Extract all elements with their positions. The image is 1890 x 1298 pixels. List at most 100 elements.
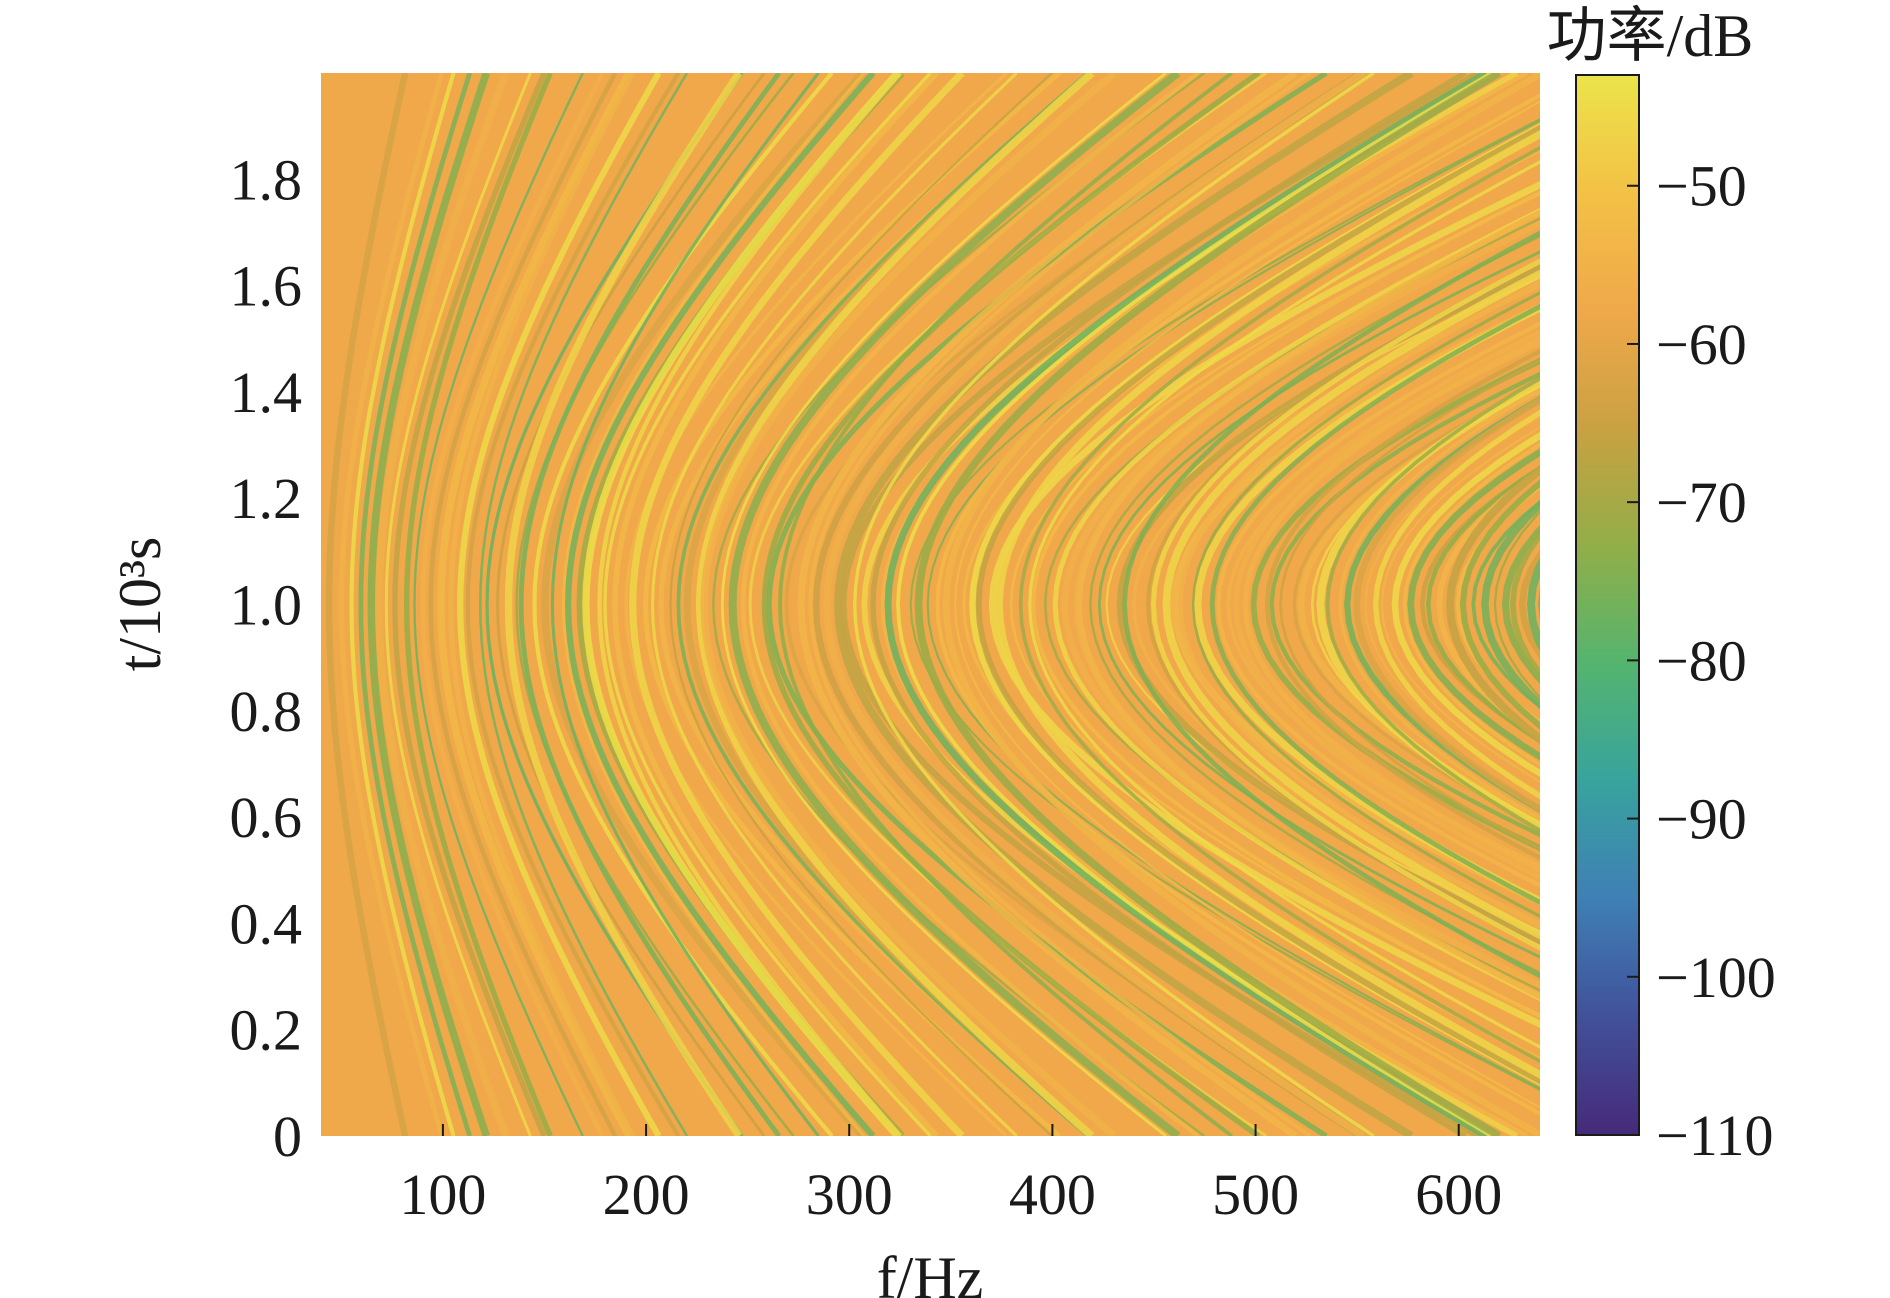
stripe [1493, 510, 1540, 699]
stripe [1242, 335, 1540, 874]
stripe [1316, 378, 1540, 831]
stripe [1372, 409, 1540, 800]
stripe [852, 73, 1375, 1136]
stripe [338, 73, 445, 1136]
stripe [740, 73, 1200, 1136]
stripe [935, 93, 1540, 1116]
stripe [1344, 395, 1540, 814]
stripe [926, 119, 1540, 1090]
stripe [375, 73, 510, 1136]
stripe [1538, 587, 1540, 622]
stripe [629, 73, 965, 1136]
stripe [962, 148, 1540, 1061]
colorbar-title: 功率/dB [1547, 3, 1754, 69]
x-axis: 100 200 300 400 500 600 [399, 1124, 1502, 1227]
stripe [1436, 467, 1540, 742]
stripe [479, 73, 689, 1136]
stripe [975, 124, 1540, 1085]
stripe [1402, 442, 1540, 767]
stripe [457, 73, 662, 1136]
stripe [1105, 276, 1540, 933]
stripe [658, 73, 1096, 1136]
stripe [392, 73, 547, 1136]
stripe [349, 73, 456, 1136]
x-axis-title: f/Hz [877, 1245, 984, 1298]
stripe [597, 73, 903, 1136]
stripe [761, 73, 1261, 1136]
stripe [1191, 290, 1540, 919]
y-axis-title: t/10³s [107, 537, 173, 672]
stripe [1150, 258, 1540, 951]
stripe [695, 73, 1095, 1136]
stripe [808, 73, 1312, 1136]
stripe [367, 73, 490, 1136]
stripe [1076, 210, 1540, 999]
y-tick-label: 1.8 [230, 147, 303, 212]
stripe [1097, 250, 1540, 959]
stripe [884, 73, 1488, 1136]
stripe [1471, 500, 1540, 709]
x-tick-label: 500 [1212, 1162, 1299, 1227]
stripe [953, 100, 1540, 1109]
stripe [870, 73, 1467, 1136]
stripe [914, 73, 1502, 1136]
stripe [1043, 217, 1540, 992]
stripe [1459, 479, 1540, 730]
stripe [1481, 499, 1540, 710]
stripe [550, 73, 820, 1136]
stripe [712, 73, 1206, 1136]
colorbar-tick-label: −50 [1656, 154, 1747, 219]
stripe [1194, 304, 1540, 905]
stripe [1269, 371, 1540, 838]
colorbar-tick-label: −70 [1656, 470, 1747, 535]
stripe [995, 130, 1540, 1079]
stripe [603, 73, 932, 1136]
stripe [1250, 357, 1540, 852]
stripe [582, 73, 901, 1136]
stripe [1325, 376, 1540, 833]
stripe [834, 73, 1414, 1136]
heatmap-stripes [321, 73, 1540, 1136]
stripe [942, 73, 1540, 1136]
y-tick-label: 0.8 [230, 679, 303, 744]
x-tick-label: 100 [399, 1162, 486, 1227]
y-tick-label: 1.2 [230, 466, 303, 531]
stripe [420, 73, 605, 1136]
stripe [1338, 388, 1540, 821]
stripe [1018, 145, 1540, 1064]
stripe [1170, 303, 1540, 906]
stripe [1279, 358, 1540, 851]
stripe [700, 73, 1118, 1136]
y-tick-label: 0.6 [230, 785, 303, 850]
stripe [612, 73, 939, 1136]
stripe [1226, 341, 1540, 868]
stripe [448, 73, 636, 1136]
colorbar-tick-label: −110 [1656, 1103, 1774, 1168]
stripe [1052, 207, 1540, 1002]
y-tick-label: 1.0 [230, 573, 303, 638]
stripe [485, 73, 744, 1136]
colorbar [1575, 74, 1640, 1136]
y-tick-label: 1.4 [230, 360, 303, 425]
stripe [1028, 160, 1540, 1049]
stripe [1122, 230, 1540, 979]
stripe [1264, 348, 1540, 861]
stripe [1425, 465, 1540, 744]
stripe [1501, 524, 1540, 685]
stripe [1209, 303, 1540, 906]
stripe [1364, 415, 1540, 794]
colorbar-tick-label: −100 [1656, 945, 1776, 1010]
stripe [1061, 219, 1540, 990]
y-axis: 0 0.2 0.4 0.6 0.8 1.0 1.2 1.4 1.6 1.8 [230, 147, 303, 1169]
stripe [541, 73, 866, 1136]
stripe [1380, 425, 1540, 784]
stripe [518, 73, 781, 1136]
stripe [720, 73, 1167, 1136]
stripe [1391, 431, 1540, 778]
stripe [428, 73, 618, 1136]
stripe [823, 73, 1365, 1136]
stripe [1353, 396, 1540, 813]
stripe [1216, 321, 1540, 888]
stripe [1509, 530, 1540, 679]
stripe [515, 73, 795, 1136]
